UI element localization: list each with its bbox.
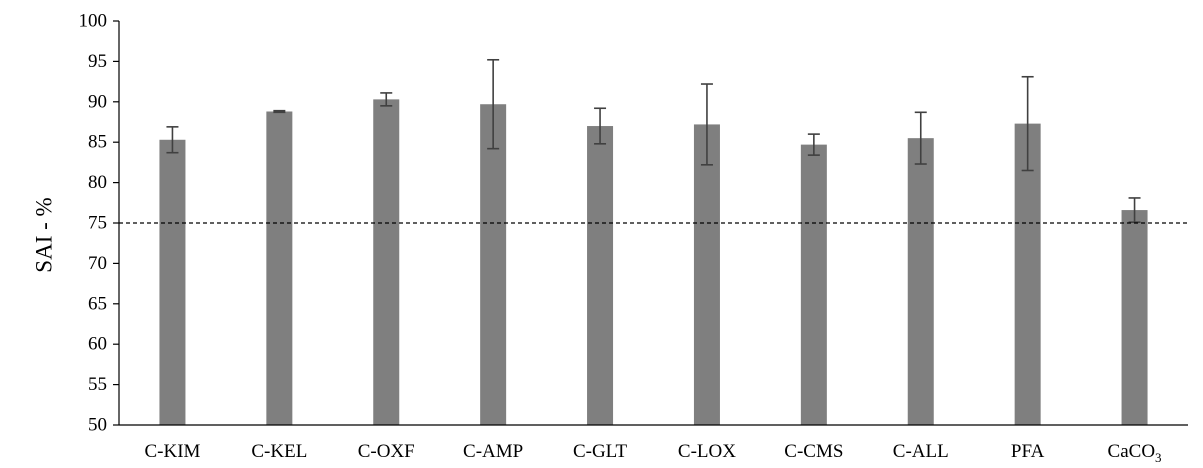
- error-bar: [1021, 75, 1034, 172]
- y-tick-label: 85: [88, 132, 107, 153]
- y-tick-label: 100: [79, 11, 108, 32]
- y-tick-label: 70: [88, 253, 107, 274]
- y-tick-label: 55: [88, 374, 107, 395]
- bar: [266, 111, 293, 425]
- y-tick-label: 90: [88, 91, 107, 112]
- x-tick-label: PFA: [1011, 441, 1045, 462]
- x-tick-label: C-ALL: [893, 441, 949, 462]
- error-bar: [273, 109, 286, 114]
- error-bar: [166, 126, 179, 154]
- y-axis-ticks: 50 55 60 65 70 75 80 85 90 95 100: [79, 11, 119, 436]
- y-tick-label: 75: [88, 213, 107, 234]
- y-tick-label: 50: [88, 415, 107, 436]
- x-tick-label: C-GLT: [573, 441, 628, 462]
- bar: [907, 138, 934, 425]
- x-tick-label: C-KEL: [251, 441, 307, 462]
- x-axis-labels: C-KIM C-KEL C-OXF C-AMP C-GLT C-LOX C-CMS C-ALL…: [144, 441, 1161, 465]
- y-axis-title: SAI - %: [31, 197, 56, 272]
- bar: [1014, 123, 1041, 425]
- error-bar: [594, 107, 607, 145]
- error-bar: [487, 58, 500, 150]
- y-tick-label: 80: [88, 172, 107, 193]
- x-tick-label: C-CMS: [784, 441, 843, 462]
- error-bars: [166, 58, 1141, 223]
- bar: [480, 104, 507, 425]
- y-tick-label: 95: [88, 51, 107, 72]
- error-bar: [700, 83, 713, 166]
- x-tick-label: C-LOX: [678, 441, 736, 462]
- x-tick-label: C-AMP: [463, 441, 523, 462]
- y-tick-label: 60: [88, 334, 107, 355]
- error-bar: [807, 133, 820, 156]
- error-bar: [914, 111, 927, 165]
- bar: [159, 139, 186, 425]
- bar: [373, 99, 400, 425]
- error-bar: [1128, 197, 1141, 223]
- bar: [800, 144, 827, 425]
- bar: [1121, 210, 1148, 425]
- error-bar: [380, 92, 393, 107]
- bar: [693, 124, 720, 425]
- x-tick-label: C-OXF: [358, 441, 415, 462]
- bars: [159, 99, 1148, 425]
- bar: [587, 126, 614, 425]
- y-tick-label: 65: [88, 293, 107, 314]
- x-tick-label: CaCO3: [1108, 441, 1162, 465]
- x-tick-label: C-KIM: [144, 441, 200, 462]
